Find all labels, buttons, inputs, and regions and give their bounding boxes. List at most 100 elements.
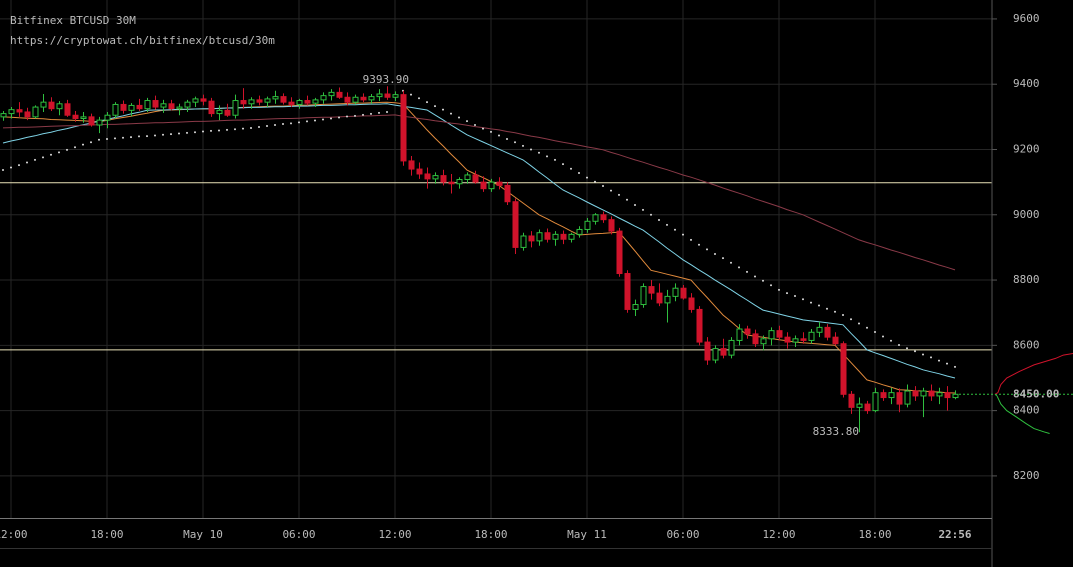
sar-dot [274,124,276,127]
candle-body [360,96,367,101]
sar-dot [122,136,124,139]
sar-dot [682,233,684,236]
candle-body [16,109,23,113]
y-tick-label: 8600 [1013,338,1040,351]
x-tick-label: May 10 [183,528,223,541]
candle-body [640,286,647,306]
sar-dot [922,353,924,356]
sar-dot [666,223,668,226]
candle-body [672,287,679,297]
sar-dot [874,330,876,333]
sar-dot [930,356,932,359]
candle-body [72,114,79,119]
sar-dot [634,203,636,206]
candle-body [624,273,631,310]
sar-dot [746,270,748,273]
sar-dot [586,176,588,179]
sar-dot [458,116,460,119]
candle-body [824,326,831,338]
sar-dot [442,108,444,111]
sar-dot [2,169,4,172]
sar-dot [890,339,892,342]
candle-body [872,392,879,412]
sar-dot [306,120,308,123]
candle-body [784,336,791,343]
sar-dot [506,138,508,141]
sar-dot [434,105,436,108]
sar-dot [786,292,788,295]
x-tick-label: 18:00 [858,528,891,541]
candle-body [528,235,535,242]
sar-dot [322,118,324,121]
candle-body [136,104,143,110]
sar-dot [882,335,884,338]
candle-body [96,119,103,126]
candle-body [344,96,351,103]
candle-body [0,113,7,118]
sar-dot [722,257,724,260]
sar-dot [314,119,316,122]
candle-body [32,106,39,118]
candle-body [248,99,255,105]
sar-dot [794,295,796,298]
candle-body [568,233,575,240]
sar-dot [418,97,420,100]
candle-body [408,160,415,170]
sar-dot [338,116,340,119]
sar-dot [90,141,92,144]
y-tick-label: 9000 [1013,208,1040,221]
candle-body [352,96,359,103]
candle-body [48,101,55,110]
candle-body [760,338,767,345]
sar-dot [282,123,284,126]
sar-dot [266,124,268,127]
sar-dot [810,301,812,304]
sar-dot [378,111,380,114]
candle-body [304,100,311,104]
candle-body [920,390,927,397]
high-label: 9393.90 [363,73,409,86]
sar-dot [938,359,940,362]
x-tick-label: 06:00 [282,528,315,541]
sar-dot [866,326,868,329]
candle-body [648,286,655,294]
candle-body [840,343,847,395]
sar-dot [26,161,28,164]
sar-dot [106,138,108,141]
sar-dot [58,151,60,154]
candle-body [448,181,455,185]
sar-dot [330,117,332,120]
candle-body [576,228,583,235]
candle-body [520,235,527,248]
candle-body [160,103,167,108]
x-tick-label: 18:00 [90,528,123,541]
sar-dot [202,130,204,133]
sar-dot [362,113,364,116]
sar-dot [18,164,20,167]
candle-body [712,348,719,361]
y-tick-label: 9200 [1013,142,1040,155]
sar-dot [426,101,428,104]
candle-body [24,111,31,118]
sar-dot [530,148,532,151]
candle-body [368,96,375,101]
indicator-line [2,103,956,379]
candle-body [592,214,599,222]
sar-dot [242,127,244,130]
sar-dot [10,166,12,169]
sar-dot [906,347,908,350]
candle-body [456,179,463,185]
candle-body [512,201,519,248]
candle-body [912,390,919,397]
candle-body [904,390,911,405]
sar-dot [482,127,484,130]
sar-dot [914,350,916,353]
sar-dot [834,310,836,313]
sar-dot [154,134,156,137]
sar-dot [498,134,500,137]
candle-body [616,230,623,275]
candle-body [816,326,823,333]
sar-dot [466,120,468,123]
candle-body [928,390,935,397]
candle-body [696,308,703,343]
